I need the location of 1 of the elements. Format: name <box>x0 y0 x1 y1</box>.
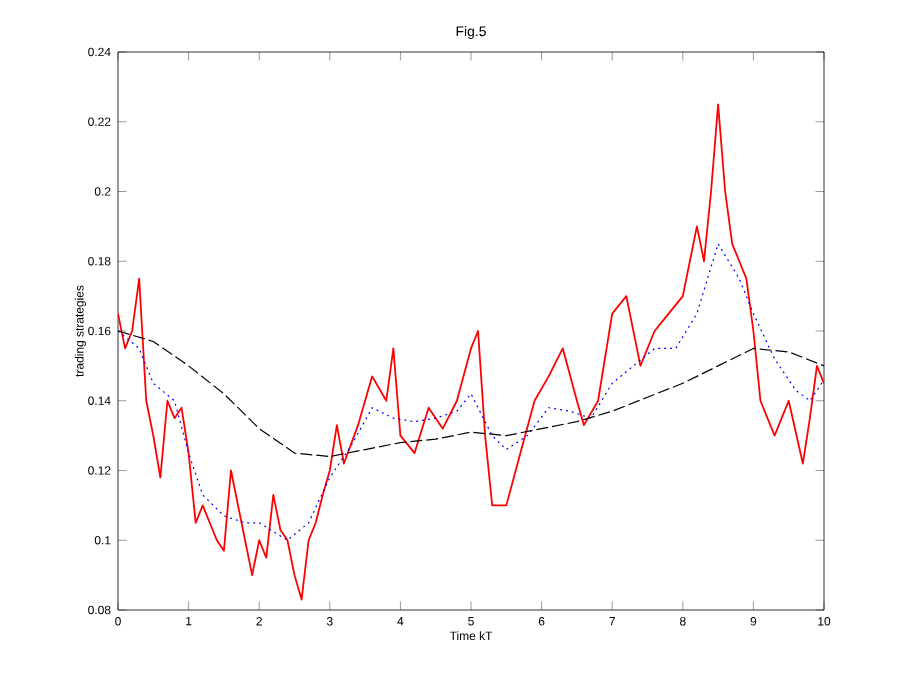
line-series <box>118 103 825 601</box>
